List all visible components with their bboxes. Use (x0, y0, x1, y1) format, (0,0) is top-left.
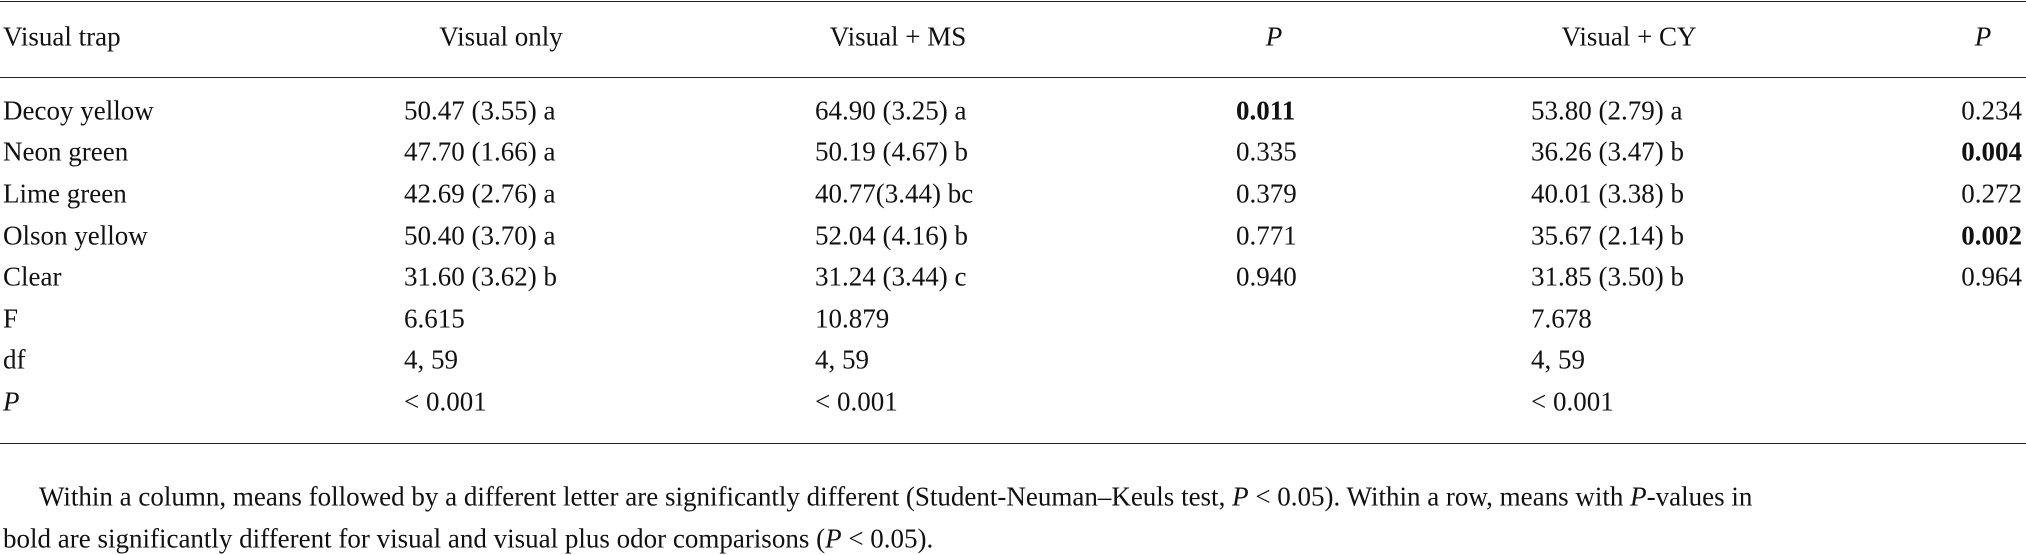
row-label: Clear (3, 261, 62, 292)
data-cell: 0.011 (1236, 95, 1296, 126)
top-rule (0, 1, 2026, 2)
footnote-text: P (1630, 481, 1647, 512)
data-cell: 6.615 (404, 303, 465, 334)
row-label: Lime green (3, 178, 127, 209)
row-label: P (3, 386, 20, 417)
footnote-text: < 0.05). (841, 523, 934, 554)
row-label: F (3, 303, 19, 334)
data-cell: 31.85 (3.50) b (1531, 261, 1684, 292)
header-cell: P (1265, 21, 1283, 52)
data-cell: 35.67 (2.14) b (1531, 220, 1684, 251)
data-cell: 40.01 (3.38) b (1531, 178, 1684, 209)
row-label: Olson yellow (3, 220, 148, 251)
data-cell: 0.379 (1236, 178, 1297, 209)
footnote-line: Within a column, means followed by a dif… (39, 481, 1753, 512)
data-cell: 31.24 (3.44) c (815, 261, 967, 292)
footnote-text: Within a column, means followed by a dif… (39, 481, 1233, 512)
data-cell: 50.19 (4.67) b (815, 136, 968, 167)
footnote-line: bold are significantly different for vis… (3, 523, 934, 554)
data-cell: 0.771 (1236, 220, 1297, 251)
header-cell: Visual only (439, 21, 563, 52)
header-cell: Visual + CY (1561, 21, 1697, 52)
data-cell: 53.80 (2.79) a (1531, 95, 1683, 126)
footnote-text: < 0.05). Within a row, means with (1248, 481, 1631, 512)
data-cell: 0.002 (1961, 220, 2022, 251)
data-cell: 40.77(3.44) bc (815, 178, 974, 209)
data-cell: 4, 59 (815, 344, 869, 375)
data-cell: 36.26 (3.47) b (1531, 136, 1684, 167)
footnote-text: -values in (1646, 481, 1753, 512)
row-label: df (3, 344, 26, 375)
header-rule (0, 77, 2026, 78)
data-cell: 0.234 (1961, 95, 2022, 126)
data-cell: 0.335 (1236, 136, 1297, 167)
data-cell: 50.47 (3.55) a (404, 95, 556, 126)
data-cell: 0.272 (1961, 178, 2022, 209)
header-cell: Visual + MS (829, 21, 967, 52)
data-cell: 0.940 (1236, 261, 1297, 292)
data-cell: 4, 59 (404, 344, 458, 375)
row-label: Neon green (3, 136, 129, 167)
data-cell: < 0.001 (815, 386, 898, 417)
data-cell: 4, 59 (1531, 344, 1585, 375)
data-cell: 31.60 (3.62) b (404, 261, 557, 292)
data-cell: 50.40 (3.70) a (404, 220, 556, 251)
data-cell: 64.90 (3.25) a (815, 95, 967, 126)
data-cell: 0.004 (1961, 136, 2022, 167)
header-cell: Visual trap (3, 21, 121, 52)
data-cell: 0.964 (1961, 261, 2022, 292)
bottom-rule (0, 443, 2026, 444)
data-cell: < 0.001 (404, 386, 487, 417)
data-cell: 47.70 (1.66) a (404, 136, 556, 167)
footnote-text: P (825, 523, 842, 554)
data-cell: 7.678 (1531, 303, 1592, 334)
header-cell: P (1974, 21, 1992, 52)
footnote-text: bold are significantly different for vis… (3, 523, 826, 554)
data-cell: 52.04 (4.16) b (815, 220, 968, 251)
footnote-text: P (1232, 481, 1249, 512)
data-cell: 42.69 (2.76) a (404, 178, 556, 209)
data-cell: 10.879 (815, 303, 890, 334)
data-cell: < 0.001 (1531, 386, 1614, 417)
row-label: Decoy yellow (3, 95, 154, 126)
